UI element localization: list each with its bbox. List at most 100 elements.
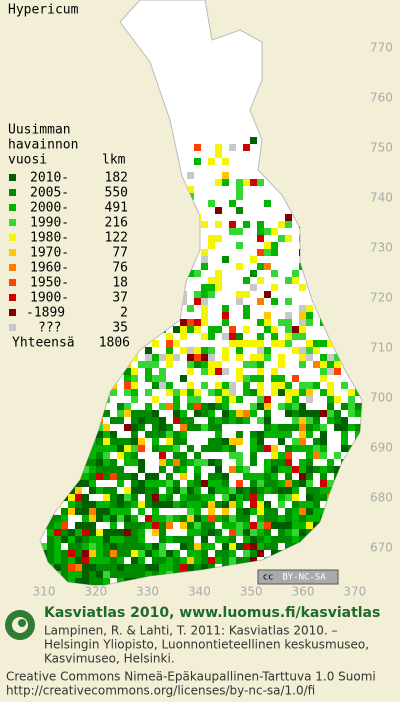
observation-square xyxy=(194,410,201,417)
observation-square xyxy=(250,529,257,536)
observation-square xyxy=(285,487,292,494)
observation-square xyxy=(222,501,229,508)
observation-square xyxy=(264,396,271,403)
observation-square xyxy=(285,340,292,347)
observation-square xyxy=(236,501,243,508)
observation-square xyxy=(334,410,341,417)
observation-square xyxy=(68,578,75,585)
observation-square xyxy=(306,340,313,347)
observation-square xyxy=(264,431,271,438)
observation-square xyxy=(229,494,236,501)
observation-square xyxy=(61,515,68,522)
observation-square xyxy=(278,494,285,501)
observation-square xyxy=(194,522,201,529)
observation-square xyxy=(257,361,264,368)
observation-square xyxy=(117,501,124,508)
observation-square xyxy=(264,326,271,333)
observation-square xyxy=(68,501,75,508)
observation-square xyxy=(68,557,75,564)
observation-square xyxy=(250,536,257,543)
observation-square xyxy=(257,522,264,529)
observation-square xyxy=(145,403,152,410)
observation-square xyxy=(208,235,215,242)
observation-square xyxy=(131,522,138,529)
observation-square xyxy=(243,417,250,424)
observation-square xyxy=(278,221,285,228)
observation-square xyxy=(257,235,264,242)
observation-square xyxy=(103,543,110,550)
observation-square xyxy=(145,487,152,494)
observation-square xyxy=(61,550,68,557)
observation-square xyxy=(82,515,89,522)
legend-swatch xyxy=(9,324,16,331)
observation-square xyxy=(208,487,215,494)
observation-square xyxy=(285,396,292,403)
x-coordinate: 340 xyxy=(188,585,211,599)
observation-square xyxy=(194,459,201,466)
observation-square xyxy=(271,466,278,473)
observation-square xyxy=(138,557,145,564)
observation-square xyxy=(208,501,215,508)
observation-square xyxy=(243,522,250,529)
observation-square xyxy=(320,375,327,382)
observation-square xyxy=(103,557,110,564)
observation-square xyxy=(236,333,243,340)
observation-square xyxy=(222,305,229,312)
observation-square xyxy=(271,536,278,543)
observation-square xyxy=(131,557,138,564)
observation-square xyxy=(250,480,257,487)
observation-square xyxy=(257,396,264,403)
observation-square xyxy=(117,550,124,557)
observation-square xyxy=(292,396,299,403)
observation-square xyxy=(257,389,264,396)
legend-count: 216 xyxy=(105,216,128,231)
observation-square xyxy=(131,459,138,466)
observation-square xyxy=(278,431,285,438)
observation-square xyxy=(110,389,117,396)
observation-square xyxy=(264,319,271,326)
observation-square xyxy=(271,522,278,529)
observation-square xyxy=(229,340,236,347)
observation-square xyxy=(299,312,306,319)
observation-square xyxy=(236,242,243,249)
observation-square xyxy=(222,480,229,487)
observation-square xyxy=(82,473,89,480)
observation-square xyxy=(131,487,138,494)
observation-square xyxy=(313,347,320,354)
observation-square xyxy=(320,424,327,431)
observation-square xyxy=(278,354,285,361)
badge-cc: cc xyxy=(263,573,274,583)
observation-square xyxy=(173,389,180,396)
observation-square xyxy=(306,480,313,487)
observation-square xyxy=(173,501,180,508)
legend-header: vuosi xyxy=(8,153,47,168)
observation-square xyxy=(159,529,166,536)
observation-square xyxy=(222,172,229,179)
observation-square xyxy=(103,515,110,522)
observation-square xyxy=(292,424,299,431)
observation-square xyxy=(159,515,166,522)
observation-square xyxy=(215,403,222,410)
observation-square xyxy=(250,557,257,564)
observation-square xyxy=(264,354,271,361)
observation-square xyxy=(313,466,320,473)
observation-square xyxy=(257,536,264,543)
observation-square xyxy=(54,543,61,550)
legend-swatch xyxy=(9,219,16,226)
observation-square xyxy=(152,515,159,522)
observation-square xyxy=(103,529,110,536)
observation-square xyxy=(278,480,285,487)
observation-square xyxy=(299,473,306,480)
observation-square xyxy=(208,368,215,375)
observation-square xyxy=(180,536,187,543)
observation-square xyxy=(180,557,187,564)
observation-square xyxy=(243,508,250,515)
observation-square xyxy=(194,403,201,410)
observation-square xyxy=(292,326,299,333)
observation-square xyxy=(201,291,208,298)
observation-square xyxy=(264,501,271,508)
observation-square xyxy=(250,445,257,452)
observation-square xyxy=(166,473,173,480)
observation-square xyxy=(285,221,292,228)
